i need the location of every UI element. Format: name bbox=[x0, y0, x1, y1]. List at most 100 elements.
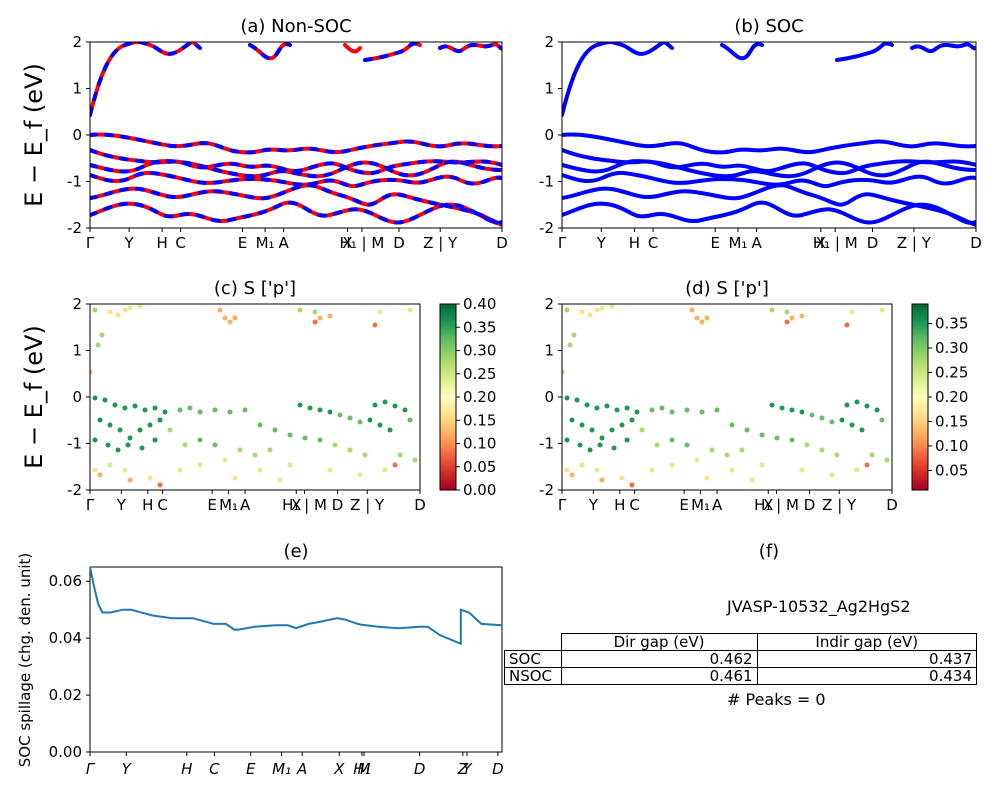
colorbar-tick-label: 0.15 bbox=[935, 412, 968, 430]
x-tick-label: Γ bbox=[86, 234, 95, 252]
x-tick-label: H bbox=[181, 760, 192, 778]
x-tick-label: M bbox=[358, 760, 371, 778]
x-tick-label: D bbox=[492, 760, 504, 778]
y-tick-label: 0 bbox=[72, 126, 82, 144]
panel-b-frame bbox=[561, 41, 977, 229]
panel-e-frame bbox=[89, 566, 503, 753]
colorbar-tick-label: 0.25 bbox=[935, 364, 968, 382]
y-tick-label: -1 bbox=[67, 173, 82, 191]
gap-table-header-indir: Indir gap (eV) bbox=[756, 633, 978, 651]
gap-table-header-dir: Dir gap (eV) bbox=[560, 633, 758, 651]
x-tick-label: A bbox=[279, 234, 290, 252]
x-tick-label: C bbox=[648, 234, 658, 252]
colorbar-tick-label: 0.05 bbox=[935, 461, 968, 479]
colorbar-tick-label: 0.20 bbox=[463, 388, 496, 406]
colorbar-tick-label: 0.35 bbox=[463, 318, 496, 336]
panel-c-ticks: -2 -1 0 1 2 Γ Y H C E M₁ A XH₁ | M D Z | Y D bbox=[67, 295, 426, 514]
x-tick-label: H bbox=[156, 234, 167, 252]
panel-d-frame bbox=[561, 303, 893, 491]
colorbar-tick-label: 0.10 bbox=[463, 435, 496, 453]
y-tick-label: -1 bbox=[539, 173, 554, 191]
colorbar-tick-label: 0.15 bbox=[463, 411, 496, 429]
x-tick-label: M₁ bbox=[728, 234, 747, 252]
x-tick-label: M₁ bbox=[219, 496, 238, 514]
x-tick-label: H₁ | M bbox=[813, 234, 858, 252]
x-tick-label: E bbox=[679, 496, 688, 514]
x-tick-label: Γ bbox=[86, 496, 95, 514]
colorbar-tick-label: 0.10 bbox=[935, 437, 968, 455]
x-tick-label: H bbox=[629, 234, 640, 252]
y-tick-label: 2 bbox=[544, 295, 554, 313]
y-tick-label: 2 bbox=[72, 295, 82, 313]
x-tick-label: Z bbox=[457, 760, 469, 778]
x-tick-label: D bbox=[414, 760, 426, 778]
peaks-label: # Peaks = 0 bbox=[727, 690, 826, 709]
y-tick-label: 2 bbox=[544, 33, 554, 51]
band-ylabel-top: E − E_f (eV) bbox=[20, 63, 48, 207]
y-tick-label: 1 bbox=[544, 342, 554, 360]
colorbar-tick-label: 0.30 bbox=[463, 342, 496, 360]
y-tick-label: 2 bbox=[72, 33, 82, 51]
x-tick-label: Z | Y bbox=[822, 496, 857, 514]
colorbar-d bbox=[911, 303, 929, 491]
x-tick-label: D bbox=[886, 496, 898, 514]
y-tick-label: 1 bbox=[72, 80, 82, 98]
material-label: JVASP-10532_Ag2HgS2 bbox=[727, 597, 911, 616]
x-tick-label: E bbox=[710, 234, 719, 252]
colorbar-tick-label: 0.30 bbox=[935, 339, 968, 357]
x-tick-label: Y bbox=[122, 760, 133, 778]
gap-table: Dir gap (eV) Indir gap (eV) SOC 0.462 0.… bbox=[504, 633, 978, 685]
y-tick-label: -2 bbox=[67, 481, 82, 499]
x-tick-label: A bbox=[751, 234, 762, 252]
colorbar-tick-label: 0.05 bbox=[463, 458, 496, 476]
x-tick-label: D bbox=[393, 234, 405, 252]
colorbar-tick-label: 0.35 bbox=[935, 315, 968, 333]
panel-c-title: (c) S ['p'] bbox=[214, 278, 296, 299]
panel-f-title: (f) bbox=[759, 541, 779, 562]
y-tick-label: 1 bbox=[544, 80, 554, 98]
x-tick-label: H₁ | M bbox=[340, 234, 385, 252]
x-tick-label: H bbox=[614, 496, 625, 514]
panel-a-bands bbox=[90, 42, 502, 227]
x-tick-label: E bbox=[207, 496, 216, 514]
panel-a-ticks: -2 -1 0 1 2 Γ Y H C E M₁ A XH₁ | M D Z | Y D bbox=[67, 33, 508, 252]
x-tick-label: Z | Y bbox=[897, 234, 932, 252]
spillage-line bbox=[89, 566, 503, 646]
colorbar-tick-label: 0.20 bbox=[935, 388, 968, 406]
x-tick-label: Z | Y bbox=[350, 496, 385, 514]
panel-d-scatter bbox=[562, 304, 890, 488]
x-tick-label: C bbox=[209, 760, 220, 778]
panel-c-scatter bbox=[90, 304, 418, 488]
x-tick-label: Y bbox=[596, 234, 607, 252]
y-tick-label: 0 bbox=[72, 388, 82, 406]
x-tick-label: D bbox=[867, 234, 879, 252]
colorbar-tick-label: 0.40 bbox=[463, 295, 496, 313]
panel-c-frame bbox=[89, 303, 421, 491]
x-tick-label: D bbox=[804, 496, 816, 514]
x-tick-label: H₁ | M bbox=[282, 496, 327, 514]
x-tick-label: X bbox=[763, 496, 773, 514]
x-tick-label: M₁ bbox=[691, 496, 710, 514]
y-tick-label: -2 bbox=[539, 219, 554, 237]
gap-table-header-blank bbox=[505, 634, 562, 651]
x-tick-label: H₁ | M bbox=[754, 496, 799, 514]
panel-e-ticks: 0.000.020.040.06Γ Y H C E M₁ A X H₁M D ZY D bbox=[49, 572, 504, 778]
x-tick-label: Γ bbox=[558, 496, 567, 514]
y-tick-label: -2 bbox=[539, 481, 554, 499]
x-tick-label: A bbox=[712, 496, 723, 514]
colorbar-tick-label: 0.00 bbox=[463, 481, 496, 499]
x-tick-label: D bbox=[414, 496, 426, 514]
x-tick-label: Y bbox=[588, 496, 599, 514]
x-tick-label: Γ bbox=[558, 234, 567, 252]
band-ylabel-middle: E − E_f (eV) bbox=[20, 325, 48, 469]
panel-d-ticks: -2 -1 0 1 2 Γ Y H C E M₁ A XH₁ | M D Z | Y D bbox=[539, 295, 898, 514]
dir-gap-value: 0.462 bbox=[560, 650, 758, 668]
x-tick-label: M₁ bbox=[272, 760, 291, 778]
x-tick-label: H bbox=[142, 496, 153, 514]
x-tick-label: C bbox=[629, 496, 639, 514]
colorbar-tick-label: 0.25 bbox=[463, 365, 496, 383]
x-tick-label: Z | Y bbox=[423, 234, 458, 252]
x-tick-label: E bbox=[246, 760, 256, 778]
indir-gap-value: 0.434 bbox=[756, 667, 978, 685]
